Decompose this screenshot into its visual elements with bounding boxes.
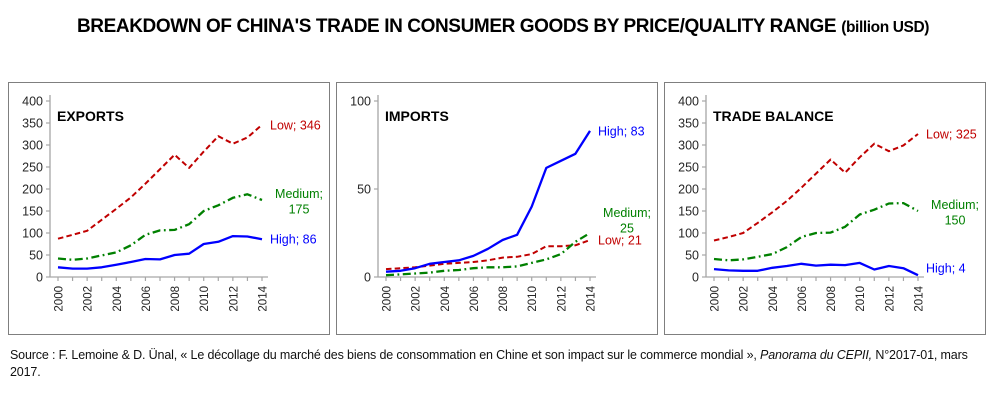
y-tick-label: 0 [364, 271, 371, 285]
y-tick-label: 100 [22, 227, 43, 241]
y-tick-label: 0 [692, 271, 699, 285]
x-tick-label: 2002 [83, 286, 95, 312]
source-text-1: Source : F. Lemoine & D. Ünal, « Le déco… [10, 348, 761, 362]
chart-panels: 0 50 100 150 200 250 300 350 400 2000 2002 2004 2006… [8, 82, 986, 335]
x-tick-label: 2014 [914, 285, 926, 311]
exports-panel: 0 50 100 150 200 250 300 350 400 2000 2002 2004 2006… [8, 82, 330, 335]
exports-panel-title: EXPORTS [57, 108, 124, 124]
imports-high-line [385, 130, 591, 273]
y-tick-label: 100 [350, 95, 371, 109]
y-tick-label: 50 [357, 183, 371, 197]
x-tick-label: 2002 [411, 286, 423, 312]
y-tick-label: 100 [678, 227, 699, 241]
x-tick-label: 2014 [586, 285, 598, 311]
x-tick-label: 2010 [527, 286, 539, 312]
x-tick-label: 2010 [855, 286, 867, 312]
y-tick-label: 350 [22, 117, 43, 131]
x-tick-label: 2012 [556, 286, 568, 312]
x-tick-label: 2000 [710, 286, 722, 312]
exports-medium-line [57, 193, 263, 261]
x-tick-label: 2008 [170, 286, 182, 312]
y-tick-label: 300 [678, 139, 699, 153]
x-tick-label: 2000 [382, 286, 394, 312]
trade-balance-medium-line [713, 201, 919, 262]
x-tick-label: 2002 [739, 286, 751, 312]
y-tick-label: 250 [678, 161, 699, 175]
imports-panel-title: IMPORTS [385, 108, 449, 124]
x-tick-label: 2006 [797, 286, 809, 312]
y-tick-label: 50 [29, 249, 43, 263]
trade-balance-high-line [713, 261, 919, 277]
y-tick-label: 300 [22, 139, 43, 153]
y-tick-label: 150 [678, 205, 699, 219]
y-tick-label: 0 [36, 271, 43, 285]
trade-balance-low-line [713, 133, 919, 242]
x-tick-label: 2008 [498, 286, 510, 312]
imports-medium-line [385, 232, 591, 277]
x-tick-label: 2010 [199, 286, 211, 312]
x-tick-label: 2008 [826, 286, 838, 312]
source-text-2: N°2017-01, mars 2017. [10, 348, 968, 379]
trade-balance-panel-title: TRADE BALANCE [713, 108, 834, 124]
imports-low-label: Low; 21 [598, 234, 642, 248]
y-tick-label: 200 [22, 183, 43, 197]
x-tick-label: 2006 [469, 286, 481, 312]
imports-chart: 0 50 100 2000 2002 2004 2006 2008 2010 2012 2014 IM… [350, 95, 651, 312]
x-tick-label: 2004 [112, 285, 124, 311]
trade-balance-low-label: Low; 325 [926, 128, 977, 142]
y-tick-label: 400 [678, 95, 699, 109]
exports-high-line [57, 234, 263, 270]
trade-balance-high-label: High; 4 [926, 262, 966, 276]
x-tick-label: 2004 [440, 285, 452, 311]
x-tick-label: 2012 [884, 286, 896, 312]
figure-title-unit: (billion USD) [841, 19, 930, 36]
figure-title-text: BREAKDOWN OF CHINA'S TRADE IN CONSUMER G… [76, 16, 837, 37]
y-tick-label: 150 [22, 205, 43, 219]
y-tick-label: 50 [685, 249, 699, 263]
imports-panel: 0 50 100 2000 2002 2004 2006 2008 2010 2012 2014 IM… [336, 82, 658, 335]
x-tick-label: 2012 [228, 286, 240, 312]
trade-balance-panel: 0 50 100 150 200 250 300 350 400 2000 2002 2004 2006… [664, 82, 986, 335]
y-tick-label: 350 [678, 117, 699, 131]
x-tick-label: 2006 [141, 286, 153, 312]
exports-low-line [57, 124, 263, 240]
y-tick-label: 250 [22, 161, 43, 175]
exports-medium-label: Medium; 175 [275, 187, 323, 217]
figure-title: BREAKDOWN OF CHINA'S TRADE IN CONSUMER G… [0, 16, 1006, 38]
source-text-italic: Panorama du CEPII, [760, 348, 872, 362]
x-tick-label: 2014 [258, 285, 270, 311]
exports-chart: 0 50 100 150 200 250 300 350 400 2000 2002 2004 2006… [22, 95, 323, 312]
imports-high-label: High; 83 [598, 124, 645, 138]
exports-high-label: High; 86 [270, 233, 317, 247]
trade-balance-medium-label: Medium; 150 [931, 198, 979, 228]
exports-low-label: Low; 346 [270, 118, 321, 132]
y-tick-label: 200 [678, 183, 699, 197]
y-tick-label: 400 [22, 95, 43, 109]
imports-medium-label: Medium; 25 [603, 206, 651, 236]
trade-balance-chart: 0 50 100 150 200 250 300 350 400 2000 2002 2004 2006… [678, 95, 979, 312]
source-note: Source : F. Lemoine & D. Ünal, « Le déco… [10, 347, 998, 381]
x-tick-label: 2004 [768, 285, 780, 311]
x-tick-label: 2000 [54, 286, 66, 312]
